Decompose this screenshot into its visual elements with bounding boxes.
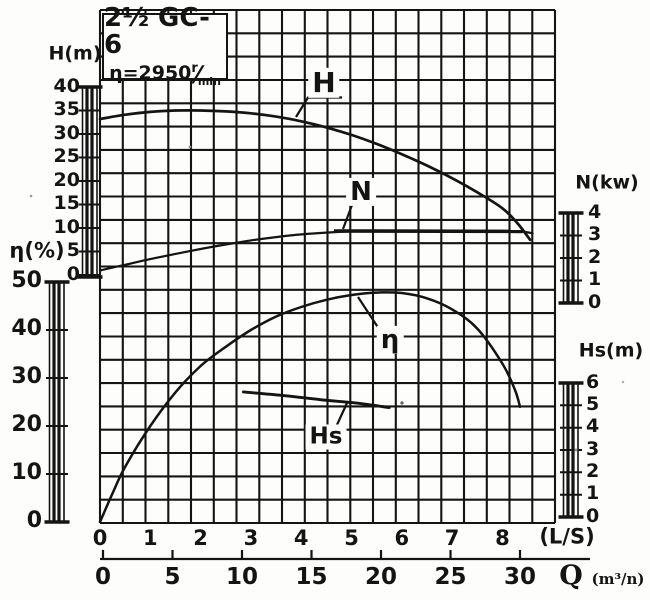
ls-axis-tick-label: 8: [495, 525, 510, 550]
ls-axis-tick-label: 3: [243, 525, 259, 550]
scan-speckle: [188, 145, 192, 149]
ls-axis-unit-label: (L/S): [539, 524, 595, 549]
q-axis-tick-label: 5: [164, 563, 181, 590]
title-box: 2½ GC-6 η=2950r⁄min: [102, 5, 228, 87]
eta-axis-tick-label: 30: [11, 364, 42, 390]
hs-axis-tick-label: 5: [586, 393, 600, 416]
curve-label-hs: Hs: [305, 424, 347, 450]
speed-unit-fraction: r⁄min: [191, 60, 221, 87]
curve-n: [98, 229, 534, 272]
q-axis-unit-label: (m³/n): [591, 569, 645, 588]
h-axis-tick-label: 15: [53, 192, 80, 215]
eta-axis-title: η(%): [9, 238, 65, 263]
scan-speckle: [574, 448, 578, 452]
ls-axis-tick-label: 1: [142, 525, 158, 550]
hs-axis-tick-label: 4: [586, 415, 600, 438]
h-axis-title: H(m): [48, 42, 102, 65]
h-axis-tick-label: 25: [53, 145, 80, 168]
curve-hs: [241, 390, 391, 410]
q-axis-tick-label: 20: [364, 563, 397, 590]
n-axis-tick-label: 0: [588, 290, 602, 313]
q-axis-symbol: Q: [559, 560, 583, 592]
ls-axis-tick-label: 0: [92, 525, 108, 550]
eta-axis-ruler: [44, 280, 70, 524]
h-axis-tick-label: 40: [53, 74, 80, 97]
ls-axis-tick-label: 2: [193, 525, 208, 550]
speed-unit-denominator: min: [197, 74, 221, 88]
hs-axis-title: Hs(m): [578, 339, 644, 362]
curve-label-n: N: [346, 177, 376, 206]
n-axis-tick-label: 1: [588, 268, 602, 291]
scan-speckle: [621, 380, 625, 384]
ls-axis-tick-label: 5: [344, 525, 359, 550]
h-axis-tick-label: 20: [53, 168, 80, 191]
h-axis-tick-label: 0: [66, 262, 80, 285]
pump-model-label: 2½ GC-6: [104, 3, 210, 61]
hs-curve-pointer: [335, 402, 348, 428]
n-axis-tick-label: 3: [588, 223, 602, 246]
h-curve-pointer: [295, 96, 342, 118]
q-axis-tick-label: 0: [94, 563, 111, 590]
ls-axis-tick-label: 7: [444, 525, 460, 550]
speed-value: η=2950: [109, 61, 192, 84]
ls-axis-tick-label: 6: [394, 525, 410, 550]
hs-axis-tick-label: 0: [586, 504, 600, 527]
hs-axis-tick-label: 1: [586, 482, 600, 505]
h-axis-ruler: [77, 85, 103, 279]
hs-axis-ruler: [558, 381, 584, 519]
curve-label-eta: η: [376, 325, 404, 354]
hs-axis-tick-label: 3: [586, 437, 600, 460]
curve-eta: [98, 291, 522, 524]
ls-axis-tick-label: 4: [293, 525, 309, 550]
n-axis-tick-label: 2: [588, 245, 602, 268]
q-axis-ruler: [100, 550, 590, 561]
h-axis-tick-label: 35: [53, 98, 80, 121]
h-axis-tick-label: 10: [53, 215, 80, 238]
n-axis-tick-label: 4: [588, 200, 602, 223]
hs-axis-tick-label: 2: [586, 460, 600, 483]
speed-unit-numerator: r: [191, 60, 198, 76]
curve-label-h: H: [308, 67, 340, 98]
eta-axis-tick-label: 20: [11, 412, 42, 438]
eta-axis-tick-label: 0: [26, 508, 42, 534]
eta-axis-tick-label: 40: [11, 316, 42, 342]
fraction-slash: ⁄: [195, 60, 200, 89]
scan-speckle: [29, 194, 33, 198]
q-axis-tick-label: 10: [225, 563, 258, 590]
scan-speckle: [400, 401, 404, 405]
eta-axis-tick-label: 10: [11, 460, 42, 486]
h-axis-tick-label: 30: [53, 121, 80, 144]
hs-axis-tick-label: 6: [586, 370, 600, 393]
curve-h: [98, 109, 532, 242]
q-axis-tick-label: 15: [295, 563, 328, 590]
q-axis-tick-label: 25: [434, 563, 467, 590]
q-axis-tick-label: 30: [503, 563, 536, 590]
n-axis-title: N(kw): [575, 171, 639, 194]
n-curve-pointer: [341, 204, 354, 230]
n-axis-ruler: [558, 211, 584, 305]
eta-axis-tick-label: 50: [11, 268, 42, 294]
h-axis-tick-label: 5: [66, 239, 80, 262]
pump-speed-label: η=2950r⁄min: [109, 60, 221, 88]
